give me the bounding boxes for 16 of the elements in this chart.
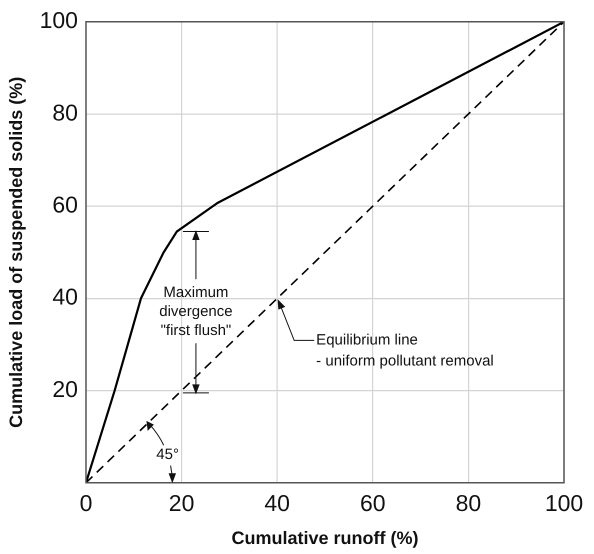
x-tick-label: 40 (264, 490, 290, 516)
x-tick-label: 20 (168, 490, 194, 516)
y-tick-label: 100 (40, 7, 78, 34)
y-tick-label: 20 (52, 376, 78, 402)
annotation: 45° (156, 446, 179, 463)
annotation: Equilibrium line - uniform pollutant removal (316, 332, 494, 370)
y-tick-label: 80 (52, 99, 78, 126)
y-tick-label: 60 (52, 192, 78, 218)
x-tick-label: 100 (544, 490, 584, 516)
x-tick-label: 60 (360, 490, 386, 516)
annotation: Maximum divergence "first flush" (159, 284, 233, 339)
x-tick-label: 80 (456, 490, 482, 516)
x-tick-label: 0 (80, 490, 92, 516)
x-axis-title: Cumulative runoff (%) (231, 528, 418, 548)
y-tick-label: 40 (52, 284, 78, 310)
y-axis-title: Cumulative load of suspended solids (%) (6, 76, 26, 428)
